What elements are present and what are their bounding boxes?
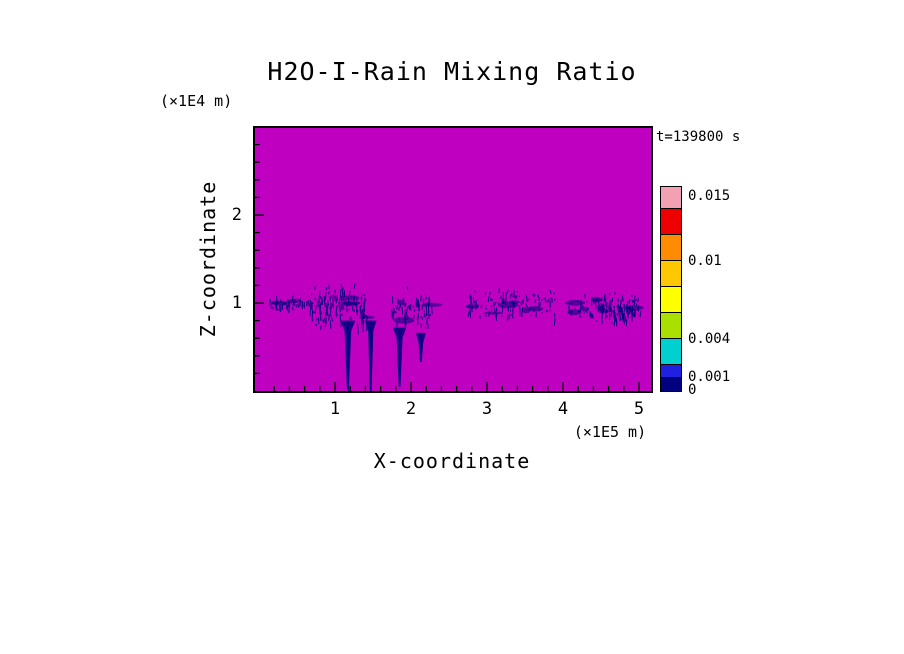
colorbar <box>660 186 682 392</box>
rain-field-svg <box>255 143 644 391</box>
z-tick-label: 2 <box>231 205 242 225</box>
colorbar-segment <box>661 364 681 378</box>
colorbar-segment <box>661 261 681 288</box>
x-tick-label: 5 <box>633 399 645 419</box>
colorbar-segment <box>661 235 681 262</box>
colorbar-segment <box>661 377 681 391</box>
time-annotation: t=139800 s <box>656 129 741 145</box>
colorbar-tick-label: 0 <box>688 382 697 398</box>
colorbar-tick-label: 0.004 <box>688 331 731 347</box>
colorbar-tick-label: 0.015 <box>688 188 731 204</box>
x-axis-label: X-coordinate <box>373 449 531 473</box>
z-axis-unit-label: (×1E4 m) <box>160 92 233 110</box>
colorbar-segment <box>661 287 681 314</box>
x-tick-label: 4 <box>557 399 569 419</box>
z-tick-label: 1 <box>231 293 242 313</box>
colorbar-tick-label: 0.001 <box>688 369 731 385</box>
chart-title: H2O-I-Rain Mixing Ratio <box>267 57 637 86</box>
z-axis-label: Z-coordinate <box>196 180 220 338</box>
x-tick-label: 3 <box>481 399 493 419</box>
x-tick-label: 2 <box>405 399 417 419</box>
colorbar-segment <box>661 339 681 365</box>
x-tick-label: 1 <box>329 399 341 419</box>
colorbar-segment <box>661 187 681 210</box>
colorbar-tick-label: 0.01 <box>688 253 722 269</box>
plot-area <box>253 126 653 393</box>
colorbar-segment <box>661 313 681 339</box>
colorbar-segment <box>661 209 681 236</box>
x-axis-unit-label: (×1E5 m) <box>573 423 647 441</box>
